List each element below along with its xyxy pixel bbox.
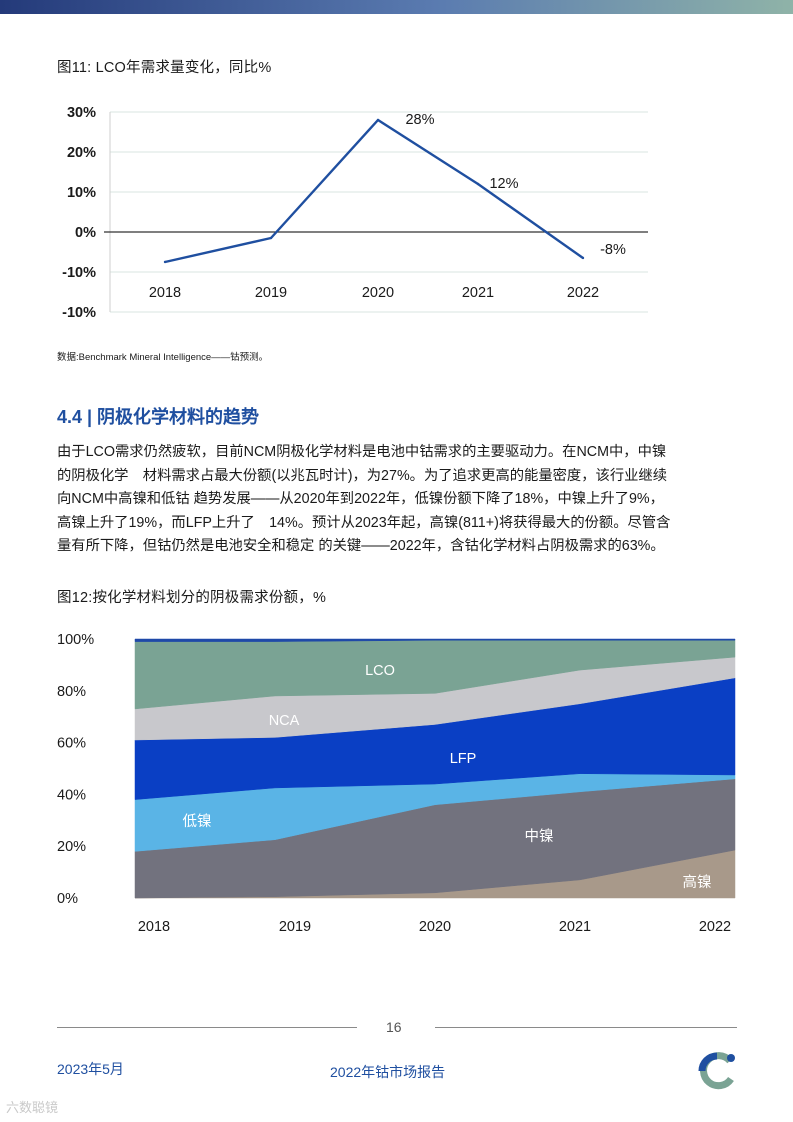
body-line: 量有所下降，但钴仍然是电池安全和稳定 的关键——2022年，含钴化学材料占阴极需…	[57, 538, 665, 555]
body-line: 由于LCO需求仍然疲软，目前NCM阴极化学材料是电池中钴需求的主要驱动力。在NC…	[57, 444, 667, 460]
x-tick-label: 2018	[138, 919, 170, 935]
y-tick-label: 0%	[57, 891, 78, 907]
body-line: 的阴极化学 材料需求占最大份额(以兆瓦时计)，为27%。为了追求更高的能量密度，…	[57, 467, 668, 484]
x-tick-label: 2019	[279, 919, 311, 935]
data-point	[269, 236, 273, 240]
data-point	[476, 182, 480, 186]
x-tick-label: 2021	[462, 285, 494, 301]
company-logo-icon	[698, 1052, 735, 1090]
area-other	[134, 638, 736, 642]
section-title: 4.4 | 阴极化学材料的趋势	[57, 407, 260, 427]
y-tick-label: 20%	[67, 145, 96, 161]
y-tick-label: -10%	[62, 265, 96, 281]
lco-yoy-series-line	[164, 118, 584, 264]
y-tick-label: 80%	[57, 684, 86, 700]
footer-date: 2023年5月	[57, 1061, 124, 1077]
y-tick-label: 60%	[57, 736, 86, 752]
x-tick-label: 2020	[419, 919, 451, 935]
figure-11-title: 图11: LCO年需求量变化，同比%	[57, 60, 272, 76]
y-tick-label: 0%	[75, 225, 96, 241]
y-tick-label: 40%	[57, 787, 86, 803]
series-label: 低镍	[183, 813, 212, 830]
y-tick-label: -10%	[62, 305, 96, 321]
watermark: 六数聪镜	[6, 1100, 59, 1115]
series-label: 中镍	[525, 828, 554, 845]
source-note: 数据:Benchmark Mineral Intelligence——钴预测。	[57, 352, 269, 363]
x-tick-label: 2020	[362, 285, 394, 301]
data-point	[163, 260, 167, 264]
page-number: 16	[386, 1019, 402, 1035]
data-label: 12%	[489, 176, 518, 192]
y-tick-label: 30%	[67, 105, 96, 121]
y-tick-label: 10%	[67, 185, 96, 201]
x-tick-label: 2022	[699, 919, 731, 935]
footer-divider-right	[435, 1027, 737, 1028]
body-paragraph: 由于LCO需求仍然疲软，目前NCM阴极化学材料是电池中钴需求的主要驱动力。在NC…	[57, 441, 745, 559]
data-point	[581, 256, 585, 260]
data-label: 28%	[405, 112, 434, 128]
data-point	[376, 118, 380, 122]
footer-report-title: 2022年钴市场报告	[330, 1064, 446, 1080]
x-tick-label: 2018	[149, 285, 181, 301]
x-tick-label: 2021	[559, 919, 591, 935]
body-line: 向NCM中高镍和低钴 趋势发展——从2020年到2022年，低镍份额下降了18%…	[57, 491, 664, 508]
body-line: 高镍上升了19%，而LFP上升了 14%。预计从2023年起，高镍(811+)将…	[57, 514, 671, 531]
y-tick-label: 100%	[57, 632, 94, 648]
y-tick-label: 20%	[57, 839, 86, 855]
cathode-share-area-chart: 0% 20% 40% 60% 80% 100% 2018 2019 2020 2021 2022 高镍…	[57, 632, 736, 935]
series-label: LFP	[450, 751, 477, 767]
series-label: LCO	[365, 663, 395, 679]
top-color-bar	[0, 0, 793, 14]
data-label: -8%	[600, 242, 626, 258]
footer-divider-left	[57, 1027, 357, 1028]
x-tick-label: 2019	[255, 285, 287, 301]
series-label: 高镍	[683, 874, 712, 891]
x-tick-label: 2022	[567, 285, 599, 301]
series-label: NCA	[269, 713, 300, 729]
lco-yoy-line-chart: 30% 20% 10% 0% -10% -10% 2018 2019 2020 2021 2022 2…	[62, 105, 648, 321]
figure-12-title: 图12:按化学材料划分的阴极需求份额，%	[57, 590, 327, 606]
